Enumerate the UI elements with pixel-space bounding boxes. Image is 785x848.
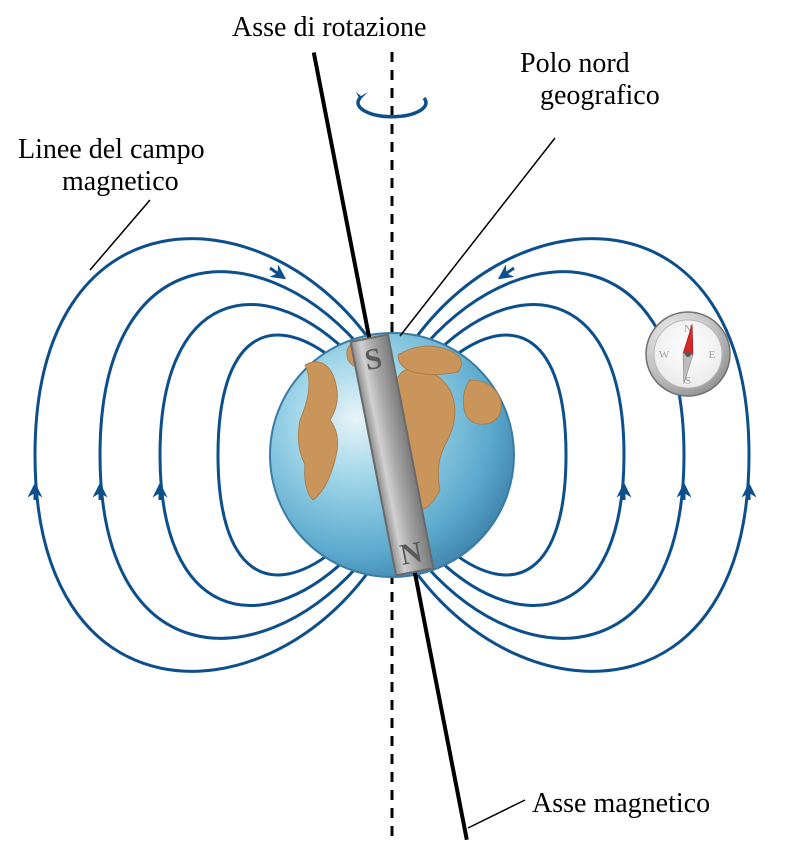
field-lines-label-2: magnetico [62, 166, 179, 197]
rotation-axis-label: Asse di rotazione [232, 12, 426, 43]
svg-text:E: E [709, 349, 716, 361]
svg-text:W: W [659, 349, 670, 361]
geographic-north-label-2: geografico [540, 80, 660, 111]
magnetic-axis-label: Asse magnetico [532, 788, 710, 819]
earth-magnetic-field-diagram: S N N S W E Asse di rotazione Polo nord … [0, 0, 785, 848]
field-lines-label-1: Linee del campo [18, 134, 205, 165]
geographic-north-label-1: Polo nord [520, 48, 630, 79]
compass-icon: N S W E [646, 312, 730, 396]
